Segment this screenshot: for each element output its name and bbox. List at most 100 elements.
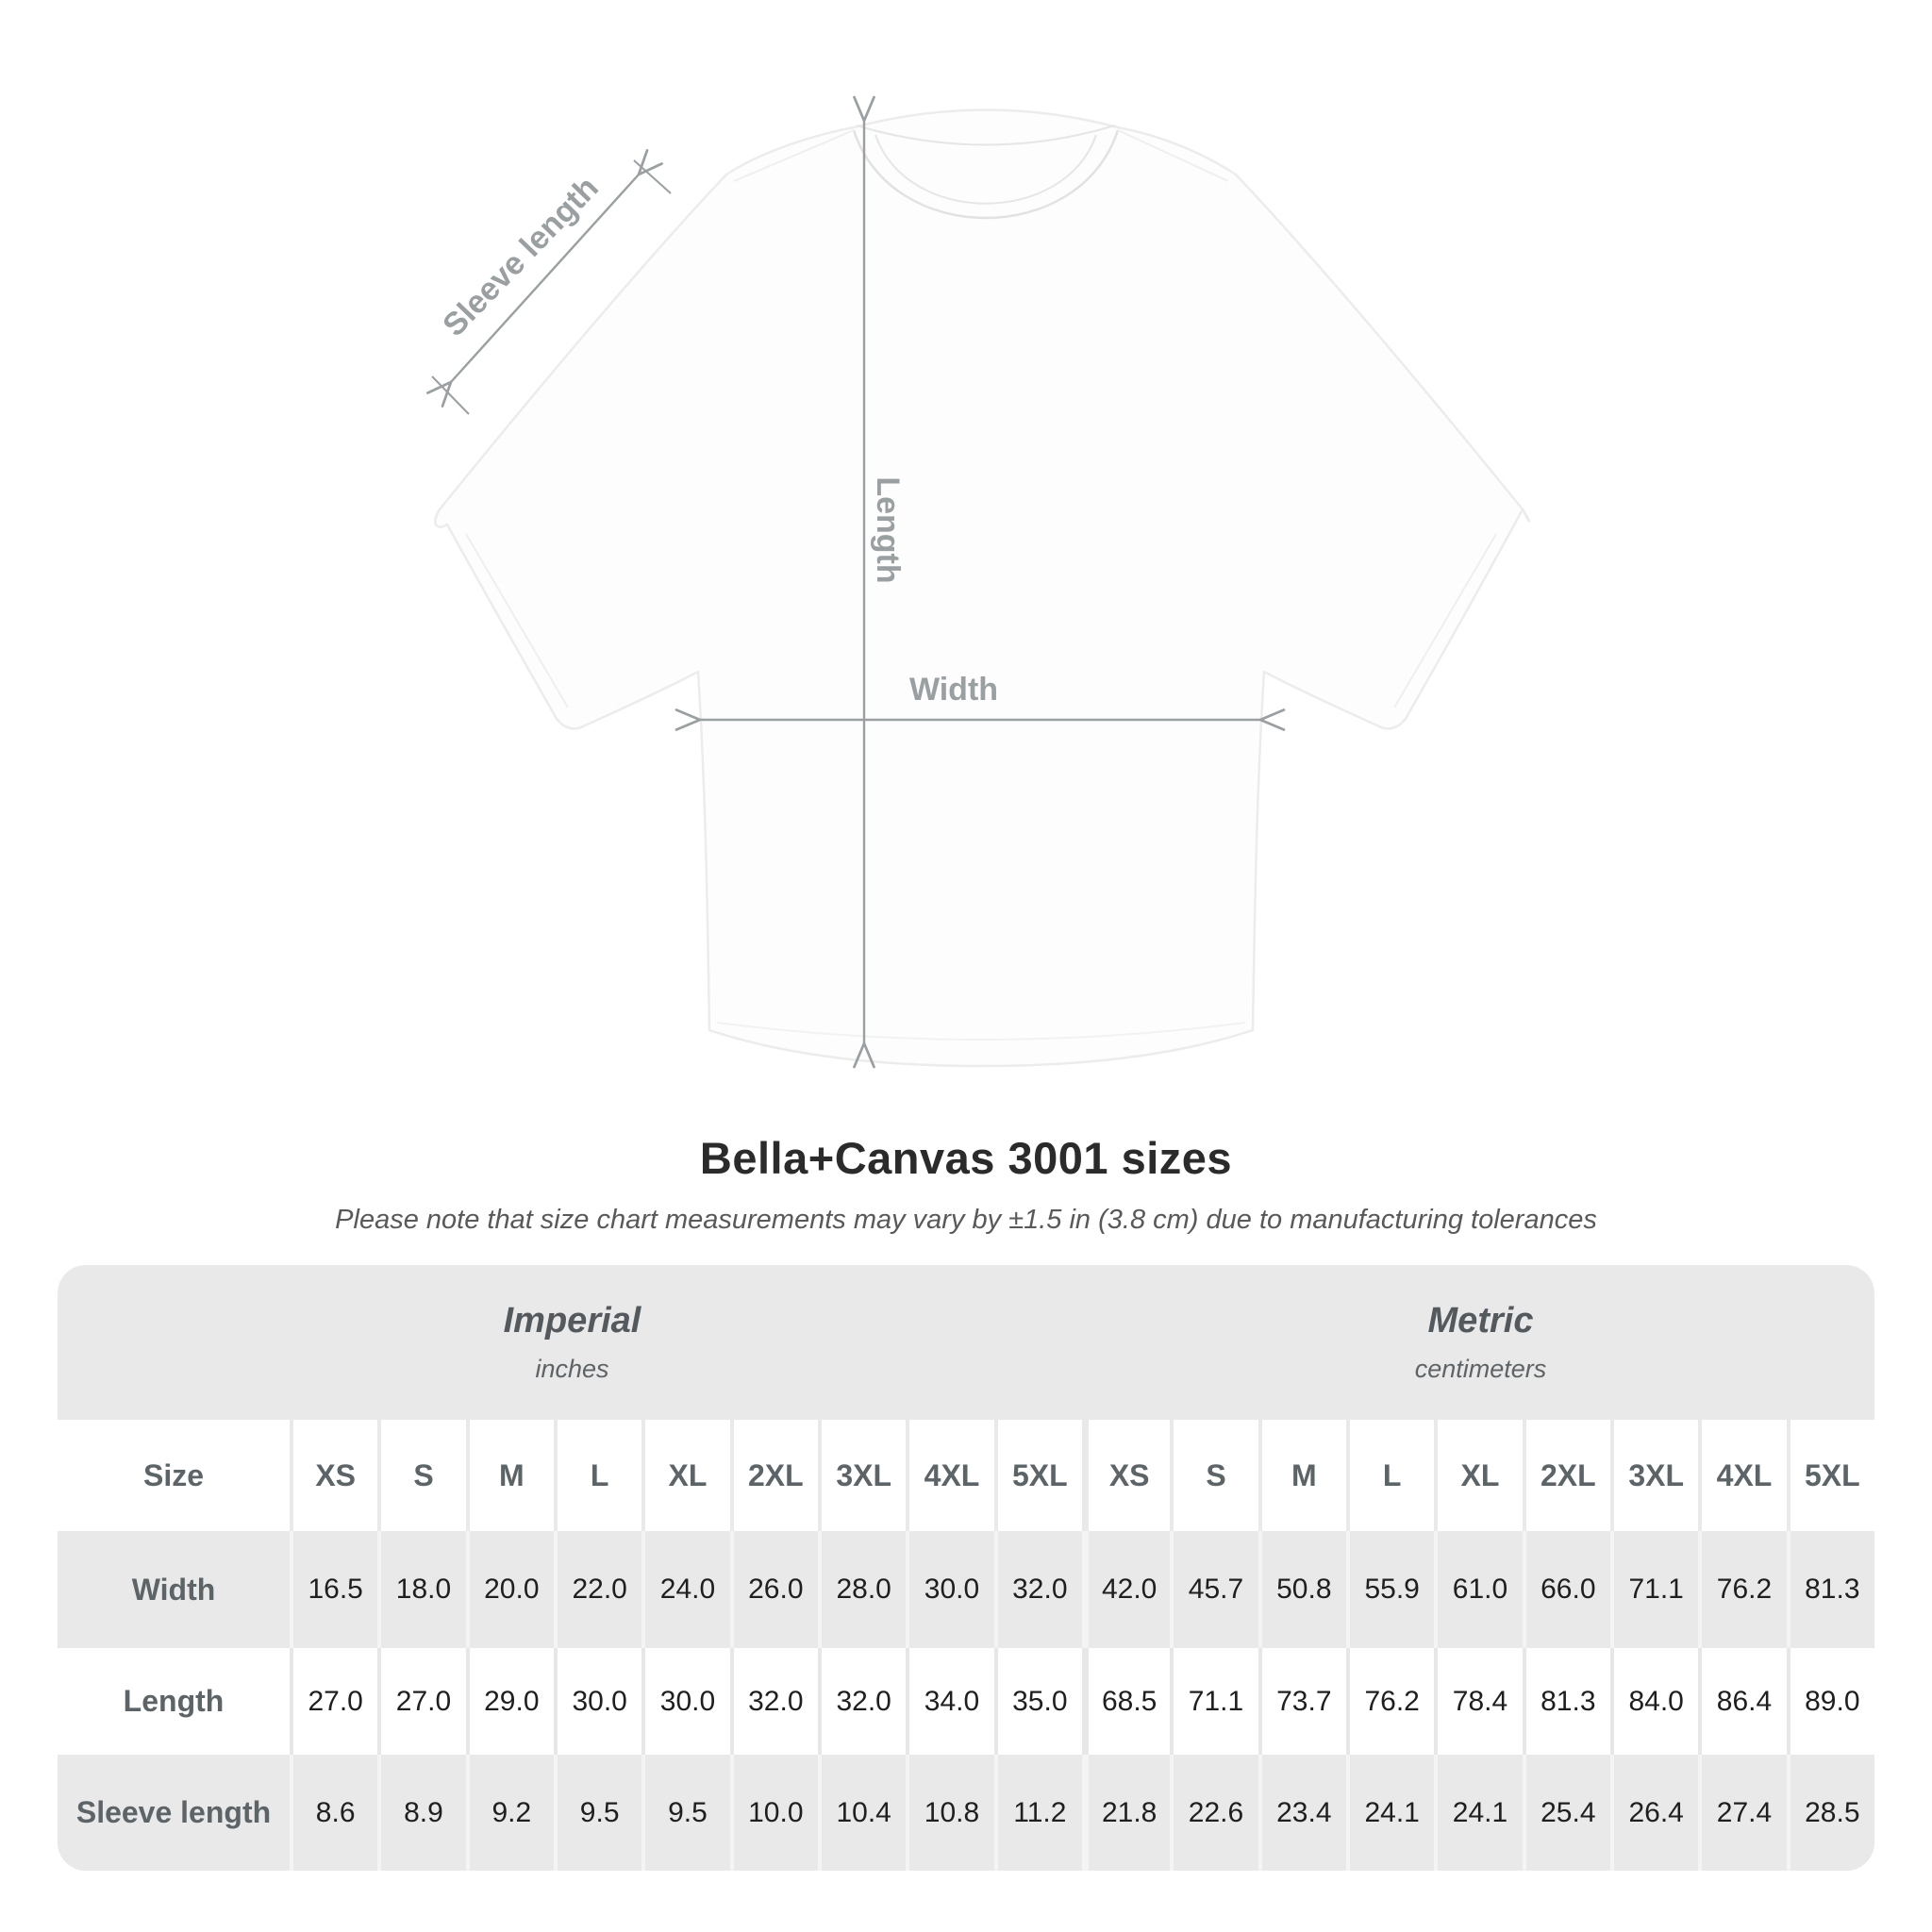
row-label-cell: Size [142, 1457, 205, 1492]
column-header-cell: L [554, 1420, 641, 1531]
value-cell: 27.0 [377, 1648, 465, 1755]
column-header-cell: 2XL [729, 1420, 818, 1531]
sleeve-dimension-label: Sleeve length [436, 170, 606, 343]
metric-sub-label: centimeters [1414, 1355, 1547, 1383]
value-cell: 61.0 [1434, 1531, 1522, 1648]
width-row: Width 16.5 18.0 20.0 22.0 24.0 26.0 28.0 30.0 32.… [58, 1531, 1874, 1648]
value-cell: 76.2 [1346, 1648, 1434, 1755]
value-cell: 28.0 [818, 1531, 906, 1648]
value-cell: 35.0 [993, 1648, 1082, 1755]
metric-label: Metric [1427, 1301, 1534, 1341]
value-cell: 81.3 [1522, 1648, 1610, 1755]
column-header-cell: S [1170, 1420, 1257, 1531]
imperial-label: Imperial [503, 1301, 641, 1341]
value-cell: 24.0 [641, 1531, 729, 1648]
value-cell: 78.4 [1434, 1648, 1522, 1755]
value-cell: 26.0 [729, 1531, 818, 1648]
sleeve-dimension-tick-top [633, 159, 672, 194]
shoulder-seams [733, 129, 1229, 182]
column-header-cell: 4XL [906, 1420, 993, 1531]
collar-inner-line [874, 134, 1097, 205]
value-cell: 10.0 [729, 1755, 818, 1871]
value-cell: 25.4 [1522, 1755, 1610, 1871]
value-cell: 50.8 [1257, 1531, 1346, 1648]
value-cell: 27.4 [1698, 1755, 1786, 1871]
page-title: Bella+Canvas 3001 sizes [699, 1133, 1233, 1183]
value-cell: 66.0 [1522, 1531, 1610, 1648]
value-cell: 32.0 [729, 1648, 818, 1755]
value-cell: 73.7 [1257, 1648, 1346, 1755]
value-cell: 76.2 [1698, 1531, 1786, 1648]
value-cell: 21.8 [1082, 1755, 1170, 1871]
collar-back-line [856, 125, 1116, 146]
column-header-cell: M [465, 1420, 554, 1531]
column-header-cell: S [377, 1420, 465, 1531]
value-cell: 24.1 [1346, 1755, 1434, 1871]
value-cell: 30.0 [906, 1531, 993, 1648]
unit-header-metric: Metric centimeters [1087, 1265, 1874, 1420]
size-header-row: Size XS S M L XL 2XL 3XL 4XL 5XL XS S M L XL 2XL 3XL 4XL 5… [58, 1420, 1874, 1531]
value-cell: 71.1 [1610, 1531, 1698, 1648]
row-label-cell: Length [123, 1684, 225, 1718]
value-cell: 32.0 [993, 1531, 1082, 1648]
value-cell: 20.0 [465, 1531, 554, 1648]
column-header-cell: L [1346, 1420, 1434, 1531]
value-cell: 16.5 [290, 1531, 377, 1648]
value-cell: 42.0 [1082, 1531, 1170, 1648]
length-row: Length 27.0 27.0 29.0 30.0 30.0 32.0 32.0 34.0 35… [58, 1648, 1874, 1755]
value-cell: 28.5 [1786, 1755, 1874, 1871]
value-cell: 9.5 [554, 1755, 641, 1871]
value-cell: 86.4 [1698, 1648, 1786, 1755]
sleeve-length-row: Sleeve length 8.6 8.9 9.2 9.5 9.5 10.0 10.4 10.8… [58, 1755, 1874, 1871]
value-cell: 22.0 [554, 1531, 641, 1648]
value-cell: 81.3 [1786, 1531, 1874, 1648]
value-cell: 8.9 [377, 1755, 465, 1871]
collar-outer-line [852, 129, 1120, 220]
row-label-cell: Sleeve length [75, 1795, 272, 1829]
value-cell: 9.5 [641, 1755, 729, 1871]
column-header-cell: XS [290, 1420, 377, 1531]
column-header-cell: 3XL [1610, 1420, 1698, 1531]
value-cell: 84.0 [1610, 1648, 1698, 1755]
column-header-cell: 5XL [993, 1420, 1082, 1531]
sleeve-dimension-tick-bottom [431, 375, 470, 415]
column-header-cell: 5XL [1786, 1420, 1874, 1531]
value-cell: 68.5 [1082, 1648, 1170, 1755]
column-header-cell: XL [1434, 1420, 1522, 1531]
value-cell: 18.0 [377, 1531, 465, 1648]
column-header-cell: 2XL [1522, 1420, 1610, 1531]
size-grid: Size XS S M L XL 2XL 3XL 4XL 5XL XS S M L XL 2XL 3XL 4XL 5… [58, 1420, 1874, 1871]
value-cell: 71.1 [1170, 1648, 1257, 1755]
row-label-cell: Width [131, 1572, 216, 1607]
t-shirt-measurement-diagram: Width Length Sleeve length [426, 95, 1530, 1069]
t-shirt-illustration [434, 108, 1530, 1068]
value-cell: 10.4 [818, 1755, 906, 1871]
size-table: Imperial inches Metric centimeters Size X… [58, 1265, 1874, 1871]
unit-header-row: Imperial inches Metric centimeters [58, 1265, 1874, 1420]
value-cell: 45.7 [1170, 1531, 1257, 1648]
column-header-cell: M [1257, 1420, 1346, 1531]
value-cell: 10.8 [906, 1755, 993, 1871]
value-cell: 8.6 [290, 1755, 377, 1871]
value-cell: 9.2 [465, 1755, 554, 1871]
value-cell: 34.0 [906, 1648, 993, 1755]
column-header-cell: 3XL [818, 1420, 906, 1531]
value-cell: 30.0 [554, 1648, 641, 1755]
value-cell: 26.4 [1610, 1755, 1698, 1871]
sleeve-dimension-line [426, 149, 663, 408]
value-cell: 23.4 [1257, 1755, 1346, 1871]
value-cell: 55.9 [1346, 1531, 1434, 1648]
length-dimension-label: Length [870, 476, 906, 583]
value-cell: 24.1 [1434, 1755, 1522, 1871]
page-subtitle: Please note that size chart measurements… [335, 1205, 1597, 1235]
value-cell: 29.0 [465, 1648, 554, 1755]
value-cell: 89.0 [1786, 1648, 1874, 1755]
unit-header-imperial: Imperial inches [58, 1265, 1087, 1420]
value-cell: 27.0 [290, 1648, 377, 1755]
value-cell: 11.2 [993, 1755, 1082, 1871]
width-dimension-label: Width [909, 672, 998, 708]
right-cuff-seam [1393, 533, 1497, 708]
imperial-sub-label: inches [535, 1355, 609, 1383]
left-cuff-seam [465, 533, 569, 708]
hem-seam [716, 1022, 1246, 1041]
